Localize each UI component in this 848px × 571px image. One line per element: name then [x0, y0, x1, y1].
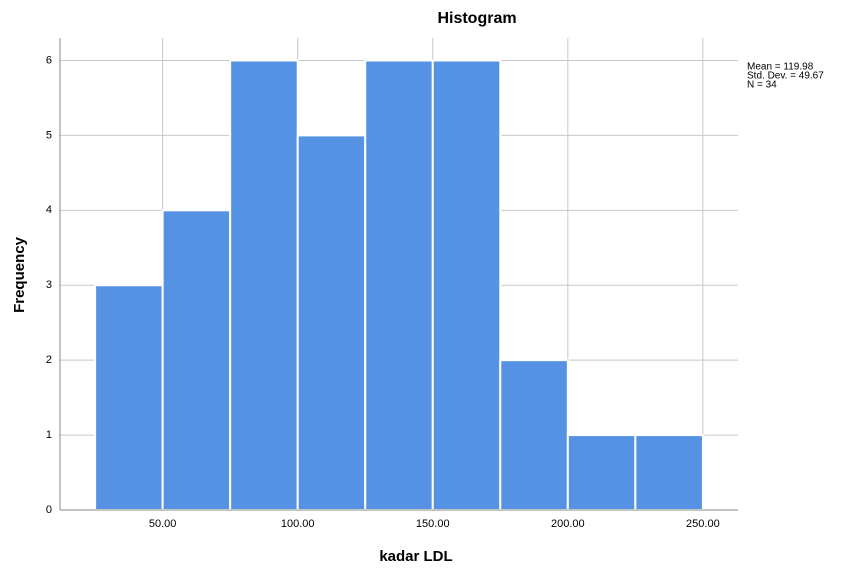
stat-note: N = 34: [747, 80, 777, 91]
y-tick-label: 2: [46, 354, 52, 366]
y-tick-label: 3: [46, 279, 52, 291]
x-axis-title: kadar LDL: [379, 548, 452, 565]
bar: [635, 435, 703, 510]
y-tick-label: 4: [46, 204, 52, 216]
bar: [230, 60, 298, 510]
y-tick-label: 5: [46, 129, 52, 141]
bar: [95, 285, 163, 510]
bar: [568, 435, 636, 510]
bar: [163, 210, 231, 510]
y-tick-label: 0: [46, 504, 52, 516]
bar: [365, 60, 433, 510]
x-tick-label: 250.00: [686, 518, 720, 530]
y-tick-label: 6: [46, 54, 52, 66]
x-tick-label: 50.00: [149, 518, 177, 530]
x-tick-label: 200.00: [551, 518, 585, 530]
y-tick-label: 1: [46, 429, 52, 441]
chart: Histogram kadar LDL Frequency 0 1 2 3 4 5 6 50.…: [0, 0, 848, 571]
y-axis-title: Frequency: [11, 236, 28, 313]
bar: [500, 360, 568, 510]
bar: [433, 60, 501, 510]
x-tick-label: 150.00: [416, 518, 450, 530]
chart-title: Histogram: [437, 10, 516, 27]
bar: [298, 135, 366, 510]
x-tick-label: 100.00: [281, 518, 315, 530]
